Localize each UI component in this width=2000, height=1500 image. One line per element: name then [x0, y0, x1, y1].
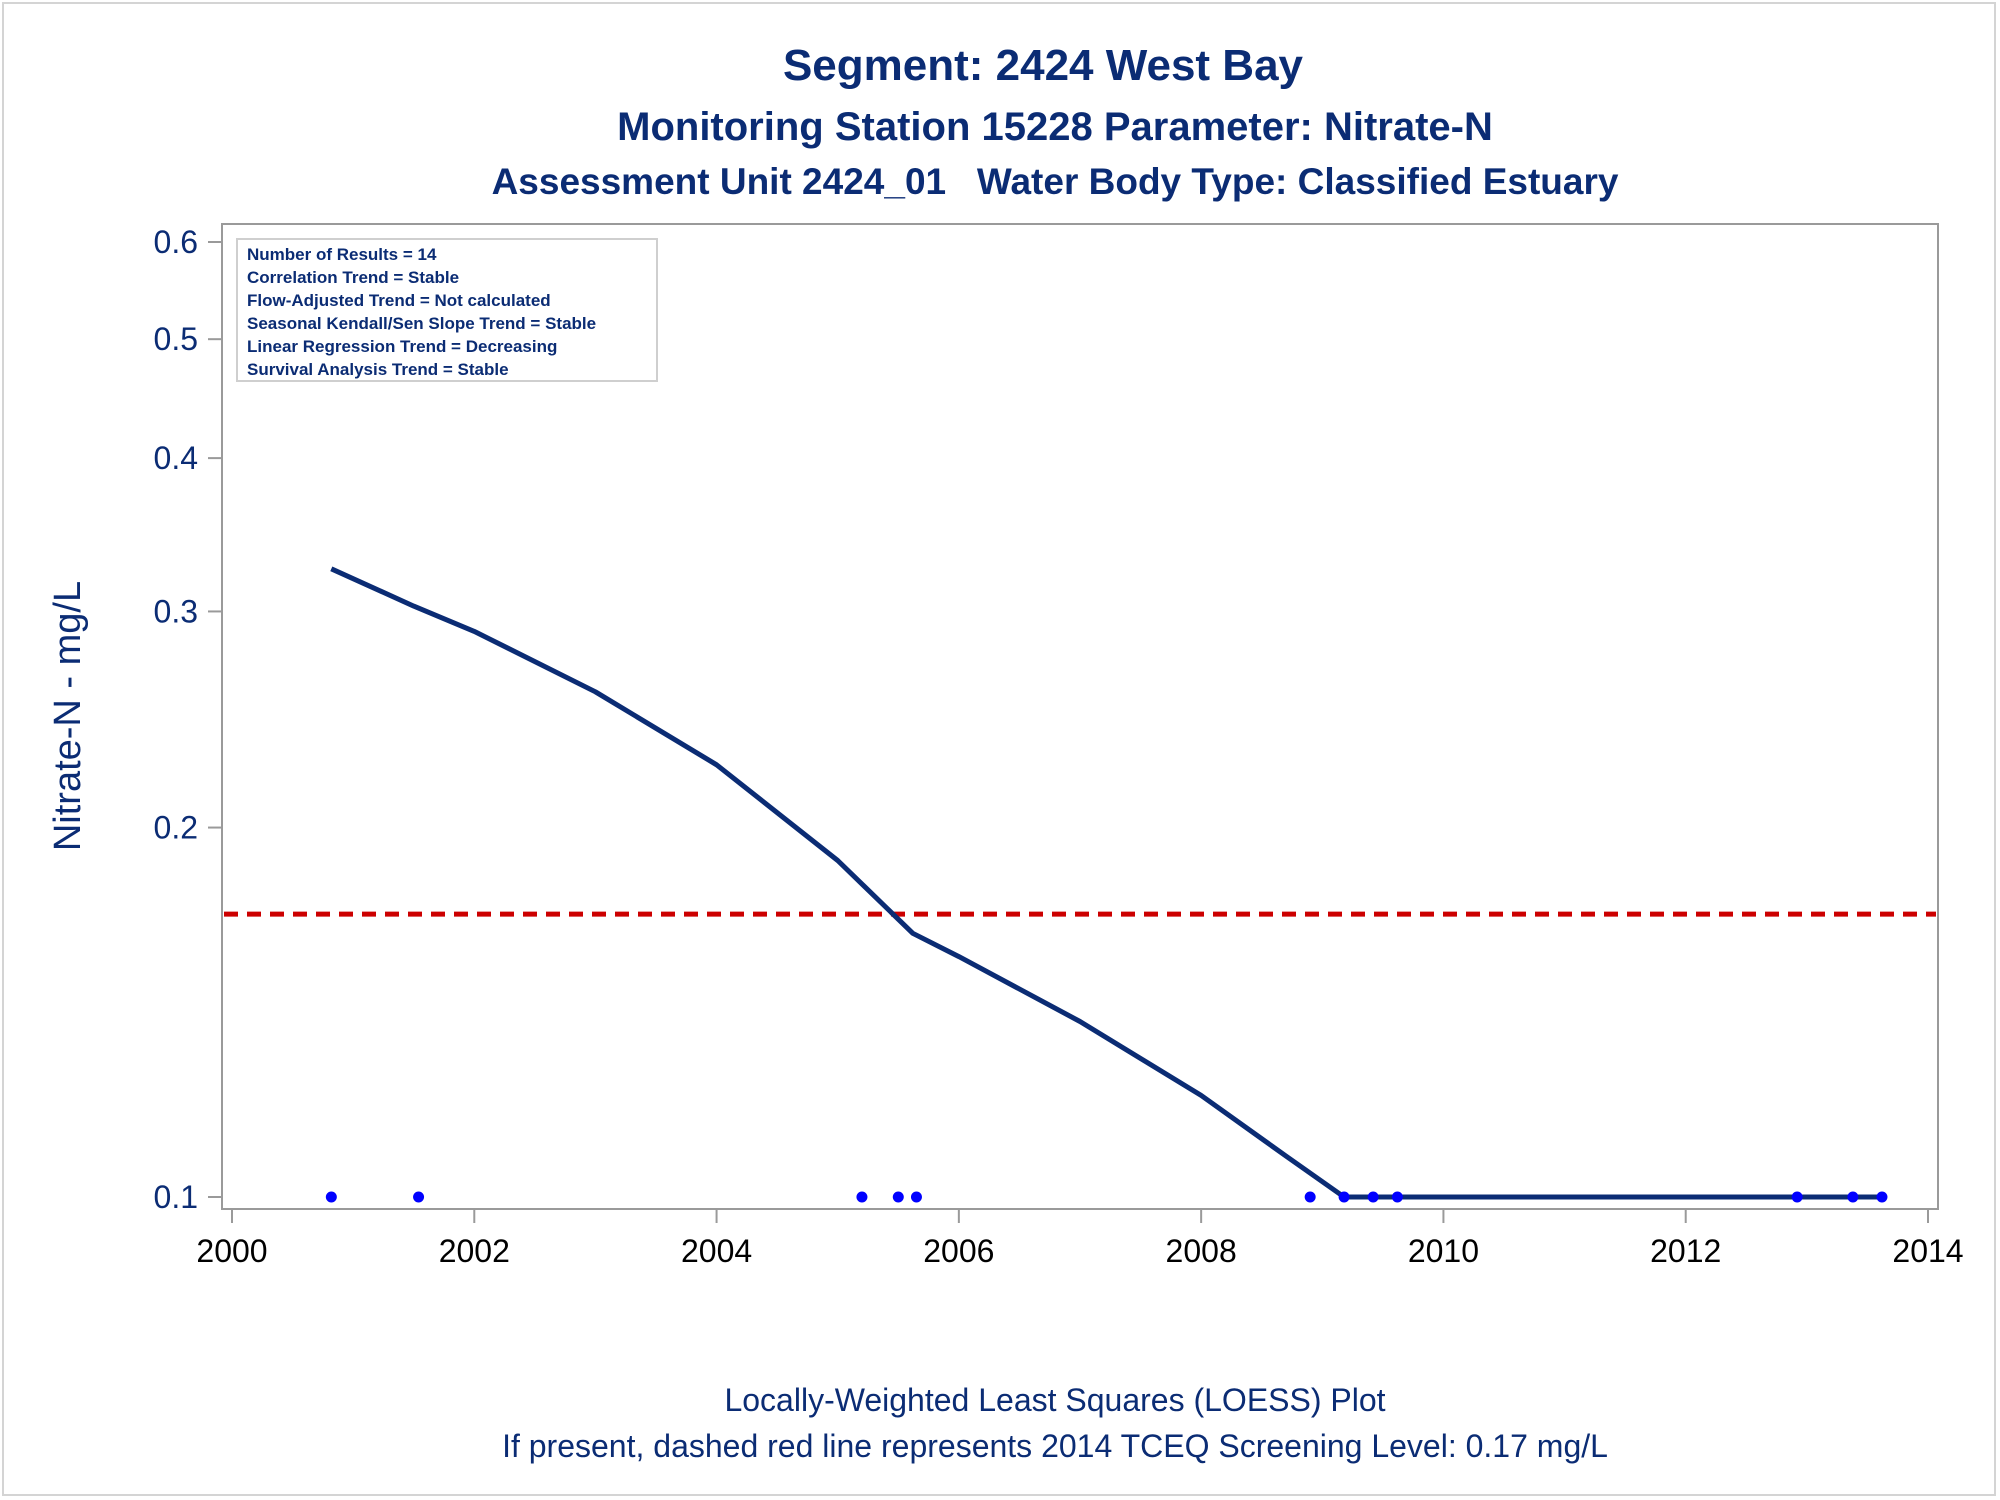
- chart-footnote-block: Locally-Weighted Least Squares (LOESS) P…: [0, 1377, 2000, 1469]
- y-tick-label: 0.1: [154, 1179, 198, 1215]
- chart-title: Segment: 2424 West Bay: [782, 41, 1304, 90]
- stats-linear-regression-trend: Linear Regression Trend = Decreasing: [247, 337, 557, 356]
- data-point: [325, 1191, 337, 1203]
- data-point: [1391, 1191, 1403, 1203]
- chart-subtitle-2: Assessment Unit 2424_01 Water Body Type:…: [491, 161, 1619, 202]
- data-point: [1847, 1191, 1859, 1203]
- loess-trend-line: [330, 566, 1882, 1200]
- plot-area: [221, 223, 1939, 1210]
- x-tick-label: 2002: [439, 1233, 510, 1269]
- x-tick-label: 2010: [1408, 1233, 1479, 1269]
- x-axis: 2000 2002 2004 2006 2008 2010 2012 2014: [196, 1209, 1964, 1269]
- stats-seasonal-kendall-trend: Seasonal Kendall/Sen Slope Trend = Stabl…: [247, 314, 596, 333]
- y-tick-label: 0.6: [154, 224, 198, 260]
- stats-box: Number of Results = 14 Correlation Trend…: [236, 238, 658, 382]
- stats-flow-adjusted-trend: Flow-Adjusted Trend = Not calculated: [247, 291, 551, 310]
- data-points: [325, 263, 1888, 1203]
- data-point: [413, 1191, 425, 1203]
- chart-footnote-screening: If present, dashed red line represents 2…: [502, 1428, 1608, 1464]
- x-tick-label: 2008: [1166, 1233, 1237, 1269]
- stats-number-of-results: Number of Results = 14: [247, 245, 437, 264]
- y-axis: 0.1 0.2 0.3 0.4 0.5 0.6: [154, 224, 222, 1215]
- y-tick-label: 0.3: [154, 593, 198, 629]
- y-tick-label: 0.2: [154, 810, 198, 846]
- data-point: [1791, 1191, 1803, 1203]
- x-tick-label: 2006: [923, 1233, 994, 1269]
- y-axis-title: Nitrate-N - mg/L: [47, 581, 89, 851]
- data-point: [892, 1191, 904, 1203]
- data-point: [856, 1191, 868, 1203]
- stats-correlation-trend: Correlation Trend = Stable: [247, 268, 459, 287]
- y-tick-label: 0.4: [154, 440, 198, 476]
- data-point: [910, 1191, 922, 1203]
- data-point: [1304, 1191, 1316, 1203]
- x-tick-label: 2004: [681, 1233, 752, 1269]
- x-tick-label: 2012: [1650, 1233, 1721, 1269]
- data-point: [1367, 1191, 1379, 1203]
- chart-subtitle: Monitoring Station 15228 Parameter: Nitr…: [617, 105, 1493, 149]
- x-tick-label: 2014: [1892, 1233, 1963, 1269]
- chart-title-block: Segment: 2424 West Bay Monitoring Statio…: [0, 34, 2000, 208]
- y-tick-label: 0.5: [154, 321, 198, 357]
- stats-survival-analysis-trend: Survival Analysis Trend = Stable: [247, 360, 509, 379]
- data-point: [1338, 1191, 1350, 1203]
- x-tick-label: 2000: [196, 1233, 267, 1269]
- chart-footnote-method: Locally-Weighted Least Squares (LOESS) P…: [724, 1382, 1386, 1418]
- stats-box-border: [236, 238, 658, 382]
- data-point: [1876, 1191, 1888, 1203]
